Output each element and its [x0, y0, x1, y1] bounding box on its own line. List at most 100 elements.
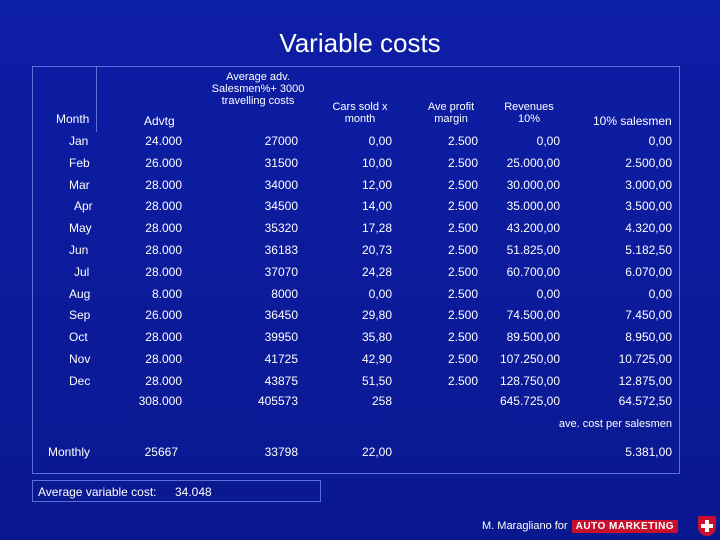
cell-salesmen: 4.320,00	[625, 221, 672, 235]
grid-line	[32, 66, 679, 67]
shield-icon	[698, 516, 716, 536]
cell-advtg: 28.000	[145, 265, 182, 279]
cell-avg-adv: 8000	[271, 287, 298, 301]
avg-variable-cost-label: Average variable cost:	[38, 485, 157, 499]
header-avg-adv: Average adv. Salesmen%+ 3000 travelling …	[211, 71, 305, 107]
cell-cars-sold: 14,00	[361, 199, 392, 213]
cell-salesmen: 6.070,00	[625, 265, 672, 279]
ave-cost-label: ave. cost per salesmen	[558, 418, 672, 430]
cell-cars-sold: 51,50	[361, 374, 392, 388]
cell-salesmen: 5.182,50	[625, 243, 672, 257]
header-cars-sold: Cars sold x month	[332, 101, 388, 125]
cell-cars-sold: 42,90	[361, 352, 392, 366]
cell-salesmen: 7.450,00	[625, 308, 672, 322]
cell-profit-margin: 2.500	[447, 330, 478, 344]
cell-cars-sold: 35,80	[361, 330, 392, 344]
avg-variable-cost-value: 34.048	[175, 485, 212, 499]
monthly-avg-adv: 33798	[264, 445, 298, 459]
total-salesmen: 64.572,50	[618, 394, 672, 408]
cell-salesmen: 12.875,00	[618, 374, 672, 388]
cell-profit-margin: 2.500	[447, 199, 478, 213]
grid-line	[679, 66, 680, 474]
cell-salesmen: 3.500,00	[625, 199, 672, 213]
cell-avg-adv: 34000	[264, 178, 298, 192]
cell-advtg: 28.000	[145, 352, 182, 366]
cell-month: Sep	[69, 308, 91, 322]
grid-line	[32, 473, 679, 474]
cell-profit-margin: 2.500	[447, 156, 478, 170]
total-revenues: 645.725,00	[499, 394, 560, 408]
cell-month: Jul	[74, 265, 90, 279]
brand-logo: AUTO MARKETING	[571, 520, 679, 533]
footer: M. Maragliano for AUTO MARKETING	[482, 520, 679, 533]
cell-revenues: 0,00	[536, 134, 560, 148]
header-month: Month	[56, 112, 90, 126]
cell-revenues: 25.000,00	[506, 156, 560, 170]
cell-profit-margin: 2.500	[447, 178, 478, 192]
cell-avg-adv: 27000	[264, 134, 298, 148]
total-avg-adv: 405573	[257, 394, 298, 408]
total-advtg: 308.000	[138, 394, 182, 408]
cell-advtg: 28.000	[145, 374, 182, 388]
cell-cars-sold: 12,00	[361, 178, 392, 192]
cell-revenues: 30.000,00	[506, 178, 560, 192]
cell-avg-adv: 41725	[264, 352, 298, 366]
cell-advtg: 28.000	[145, 221, 182, 235]
cell-revenues: 35.000,00	[506, 199, 560, 213]
cell-revenues: 107.250,00	[499, 352, 560, 366]
cell-avg-adv: 36183	[264, 243, 298, 257]
cell-month: Jan	[69, 134, 89, 148]
cell-advtg: 26.000	[145, 308, 182, 322]
cell-advtg: 8.000	[151, 287, 182, 301]
cell-avg-adv: 43875	[264, 374, 298, 388]
cell-salesmen: 10.725,00	[618, 352, 672, 366]
avg-variable-cost-box: Average variable cost: 34.048	[32, 480, 321, 502]
monthly-label: Monthly	[48, 445, 91, 459]
cost-table: Month Advtg Average adv. Salesmen%+ 3000…	[32, 66, 680, 474]
header-revenues: Revenues 10%	[504, 101, 554, 125]
cell-cars-sold: 0,00	[368, 287, 392, 301]
cell-profit-margin: 2.500	[447, 221, 478, 235]
cell-revenues: 89.500,00	[506, 330, 560, 344]
cell-revenues: 51.825,00	[506, 243, 560, 257]
cell-revenues: 0,00	[536, 287, 560, 301]
cell-advtg: 28.000	[145, 199, 182, 213]
cell-cars-sold: 20,73	[361, 243, 392, 257]
cell-avg-adv: 31500	[264, 156, 298, 170]
cell-month: Mar	[69, 178, 90, 192]
cell-cars-sold: 17,28	[361, 221, 392, 235]
cell-advtg: 28.000	[145, 243, 182, 257]
cell-advtg: 28.000	[145, 330, 182, 344]
cell-salesmen: 0,00	[648, 134, 672, 148]
cell-cars-sold: 24,28	[361, 265, 392, 279]
cell-avg-adv: 37070	[264, 265, 298, 279]
cell-advtg: 26.000	[145, 156, 182, 170]
cell-month: Dec	[69, 374, 91, 388]
cell-revenues: 60.700,00	[506, 265, 560, 279]
cell-month: Oct	[69, 330, 88, 344]
cell-advtg: 24.000	[145, 134, 182, 148]
cell-cars-sold: 29,80	[361, 308, 392, 322]
grid-line	[96, 66, 97, 132]
cell-month: Feb	[69, 156, 90, 170]
cell-profit-margin: 2.500	[447, 308, 478, 322]
cell-month: Nov	[69, 352, 91, 366]
cell-profit-margin: 2.500	[447, 265, 478, 279]
total-cars-sold: 258	[371, 394, 392, 408]
cell-cars-sold: 0,00	[368, 134, 392, 148]
cell-month: Jun	[69, 243, 89, 257]
cell-month: Aug	[69, 287, 91, 301]
cell-month: May	[69, 221, 92, 235]
cell-month: Apr	[74, 199, 93, 213]
header-profit-margin: Ave profit margin	[427, 101, 475, 125]
cell-profit-margin: 2.500	[447, 243, 478, 257]
cell-revenues: 43.200,00	[506, 221, 560, 235]
cell-profit-margin: 2.500	[447, 287, 478, 301]
cell-salesmen: 8.950,00	[625, 330, 672, 344]
grid-line	[32, 66, 33, 474]
cell-salesmen: 0,00	[648, 287, 672, 301]
cell-revenues: 128.750,00	[499, 374, 560, 388]
cell-salesmen: 3.000,00	[625, 178, 672, 192]
page-title: Variable costs	[279, 28, 441, 58]
cell-cars-sold: 10,00	[361, 156, 392, 170]
